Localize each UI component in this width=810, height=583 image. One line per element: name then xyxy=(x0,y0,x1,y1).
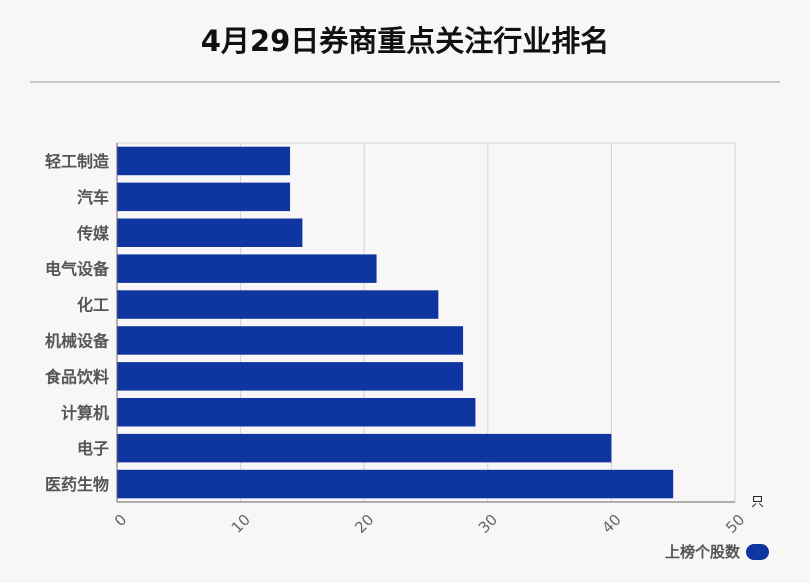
x-tick-label: 50 xyxy=(722,511,748,537)
category-label: 汽车 xyxy=(77,188,109,207)
x-tick-label: 20 xyxy=(351,511,377,537)
category-label: 机械设备 xyxy=(45,331,110,350)
bar xyxy=(117,254,377,283)
bar xyxy=(117,182,291,212)
title-divider xyxy=(30,81,780,83)
legend[interactable]: 上榜个股数 xyxy=(665,541,769,562)
category-label: 轻工制造 xyxy=(45,152,110,171)
category-label: 电子 xyxy=(77,439,109,458)
legend-swatch xyxy=(746,543,769,560)
category-label: 计算机 xyxy=(61,403,109,422)
x-tick-label: 10 xyxy=(228,511,254,537)
category-label: 传媒 xyxy=(76,224,110,243)
x-tick-label: 30 xyxy=(475,511,501,537)
x-tick-label: 40 xyxy=(598,511,624,537)
x-tick-label: 0 xyxy=(111,511,130,530)
bar xyxy=(117,218,303,247)
bar xyxy=(117,362,464,391)
category-label: 医药生物 xyxy=(45,475,109,494)
bar xyxy=(117,398,476,427)
x-unit-label: 只 xyxy=(751,495,764,510)
chart-title: 4月29日券商重点关注行业排名 xyxy=(200,24,610,58)
bar xyxy=(117,469,674,499)
legend-label: 上榜个股数 xyxy=(664,543,740,561)
bar xyxy=(117,326,464,355)
bar xyxy=(117,290,439,319)
bar xyxy=(117,433,612,463)
category-label: 电气设备 xyxy=(45,260,110,279)
category-label: 化工 xyxy=(77,296,109,315)
bar xyxy=(117,146,291,176)
category-label: 食品饮料 xyxy=(44,367,109,386)
